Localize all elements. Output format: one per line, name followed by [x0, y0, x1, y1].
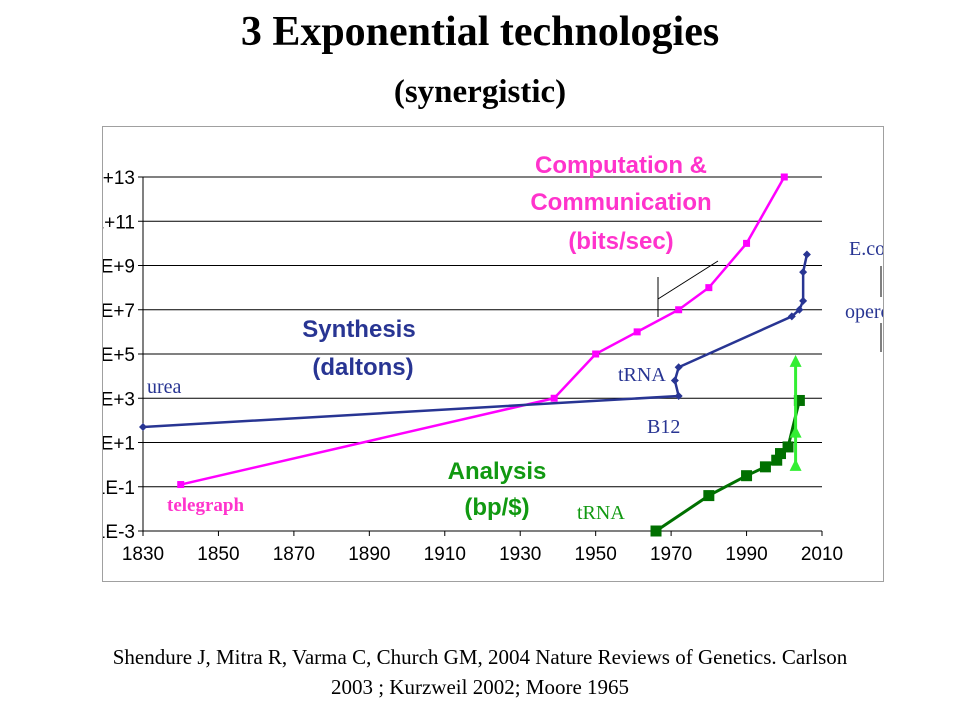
chart-area: 1830 1850 1870 1890 1910 1930 1950 1970 1990 2010…: [102, 126, 884, 582]
data-point-marker: [670, 376, 679, 385]
synth-label-line1: Synthesis: [302, 316, 415, 343]
y-tick-label: 1E+7: [103, 301, 135, 322]
y-tick-label: 1E-3: [103, 522, 135, 543]
x-tick-label: 1930: [499, 544, 541, 565]
comp-label-line2: Communication: [530, 189, 711, 216]
synth-label-line2: (daltons): [312, 354, 413, 381]
x-tick-label: 2010: [801, 544, 843, 565]
citation-caption: Shendure J, Mitra R, Varma C, Church GM,…: [0, 642, 960, 702]
data-point-marker: [802, 250, 811, 259]
comp-label-line1: Computation &: [535, 152, 707, 179]
telegraph-label: telegraph: [167, 495, 244, 516]
x-tick-label: 1850: [197, 544, 239, 565]
x-tick-label: 1890: [348, 544, 390, 565]
data-point-marker: [633, 328, 641, 336]
y-tick-label: 1E+3: [103, 389, 135, 410]
page-title: 3 Exponential technologies: [240, 9, 720, 55]
comp-label-line3: (bits/sec): [568, 228, 673, 255]
data-point-marker: [139, 423, 147, 432]
data-point-marker: [793, 394, 805, 406]
y-tick-label: 1E-1: [103, 478, 135, 499]
analysis-label-line2: (bp/$): [464, 494, 529, 521]
ecoli-label: E.coli: [849, 238, 883, 260]
data-point-marker: [650, 525, 662, 537]
data-point-marker: [789, 458, 802, 471]
data-point-marker: [789, 425, 802, 438]
urea-label: urea: [147, 376, 182, 398]
page-subtitle: (synergistic): [393, 74, 567, 110]
data-point-marker: [759, 461, 771, 473]
data-point-marker: [795, 305, 804, 314]
gridlines: [143, 176, 822, 488]
b12-label: B12: [647, 416, 680, 438]
series-2: [650, 394, 805, 537]
series-3: [789, 354, 802, 471]
y-tick-label: 1E+11: [103, 212, 135, 233]
x-tick-label: 1950: [575, 544, 617, 565]
data-point-marker: [592, 350, 600, 358]
x-tick-label: 1910: [424, 544, 466, 565]
data-point-marker: [782, 441, 794, 453]
y-tick-label: 1E+13: [103, 168, 135, 189]
x-tick-label: 1870: [273, 544, 315, 565]
series-line: [180, 176, 786, 486]
data-point-marker: [743, 239, 751, 247]
series-0: [177, 173, 788, 489]
data-point-marker: [177, 481, 185, 489]
data-point-marker: [674, 392, 683, 401]
data-point-marker: [741, 470, 753, 482]
x-tick-label: 1830: [122, 544, 164, 565]
caption-line-2: 2003 ; Kurzweil 2002; Moore 1965: [330, 675, 630, 699]
y-ticks: 1E-3 1E-1 1E+1 1E+3 1E+5 1E+7 1E+9 1E+11 1E+13: [103, 168, 143, 543]
series-line: [142, 254, 809, 429]
data-point-marker: [705, 284, 713, 292]
data-point-marker: [775, 448, 787, 460]
y-tick-label: 1E+5: [103, 345, 135, 366]
analysis-label-line1: Analysis: [448, 458, 547, 485]
x-tick-label: 1970: [650, 544, 692, 565]
data-point-marker: [550, 394, 558, 402]
chart-svg: 1830 1850 1870 1890 1910 1930 1950 1970 1990 2010…: [103, 152, 883, 565]
series-1: [139, 250, 811, 432]
data-point-marker: [771, 454, 783, 466]
data-point-marker: [789, 354, 802, 367]
data-point-marker: [787, 312, 796, 321]
caption-line-1: Shendure J, Mitra R, Varma C, Church GM,…: [112, 645, 848, 669]
operons-label: operons: [845, 301, 883, 323]
series-layer: [139, 173, 811, 537]
data-point-marker: [799, 268, 808, 277]
trna-lower-label: tRNA: [577, 502, 625, 524]
data-point-marker: [703, 490, 715, 502]
data-point-marker: [675, 306, 683, 314]
data-point-marker: [799, 296, 808, 305]
comp-leader-line: [657, 260, 719, 300]
data-point-marker: [780, 173, 788, 181]
trna-upper-label: tRNA: [618, 364, 666, 386]
y-tick-label: 1E+9: [103, 257, 135, 278]
y-tick-label: 1E+1: [103, 434, 135, 455]
data-point-marker: [674, 363, 683, 372]
x-tick-label: 1990: [725, 544, 767, 565]
x-ticks: 1830 1850 1870 1890 1910 1930 1950 1970 1990 2010: [122, 531, 843, 565]
